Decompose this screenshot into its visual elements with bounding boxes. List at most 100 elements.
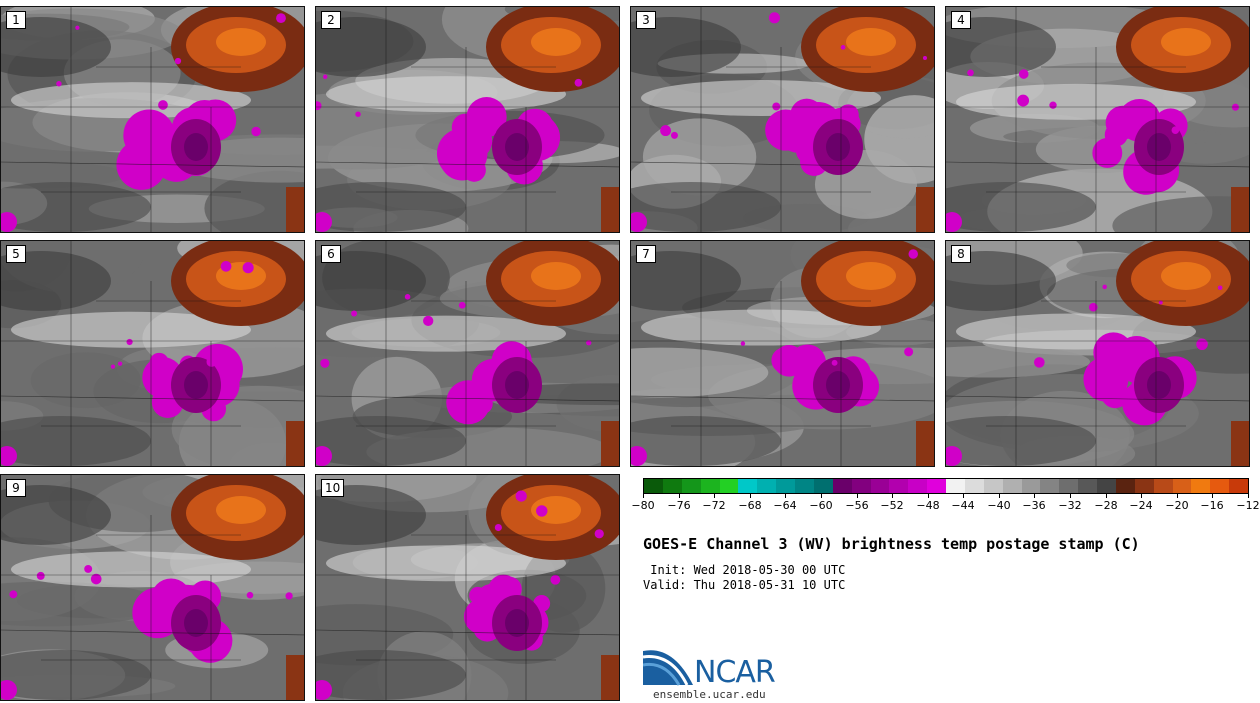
wv-imagery (316, 475, 619, 700)
panel-number-label: 6 (321, 245, 341, 263)
colorbar-tick-label: −12 (1236, 499, 1260, 512)
colorbar-tick-label: −16 (1200, 499, 1224, 512)
colorbar-tick (1248, 493, 1249, 498)
colorbar-tick (963, 493, 964, 498)
panel-number-label: 5 (6, 245, 26, 263)
colorbar-tick-label: −36 (1022, 499, 1046, 512)
colorbar-swatch (1002, 479, 1022, 493)
colorbar-tick-label: −60 (809, 499, 833, 512)
colorbar-swatch (1078, 479, 1097, 493)
stamp-panel-8[interactable]: 8 (945, 240, 1250, 467)
colorbar-tick (1177, 493, 1178, 498)
colorbar-swatch (681, 479, 701, 493)
colorbar-swatch (851, 479, 871, 493)
colorbar-swatch (1210, 479, 1230, 493)
colorbar-swatch (795, 479, 814, 493)
wv-imagery (1, 7, 304, 232)
valid-time: Valid: Thu 2018-05-31 10 UTC (643, 578, 846, 592)
colorbar-swatch (700, 479, 720, 493)
wv-imagery (1, 475, 304, 700)
panel-number-label: 7 (636, 245, 656, 263)
colorbar-tick (1106, 493, 1107, 498)
page-title: GOES-E Channel 3 (WV) brightness temp po… (643, 535, 1140, 553)
stamp-panel-4[interactable]: 4 (945, 6, 1250, 233)
colorbar-swatch (1229, 479, 1248, 493)
wv-imagery (946, 241, 1249, 466)
colorbar-tick-label: −40 (987, 499, 1011, 512)
colorbar-swatch (983, 479, 1003, 493)
init-time: Init: Wed 2018-05-30 00 UTC (643, 563, 846, 577)
colorbar-tick (892, 493, 893, 498)
colorbar-swatch (889, 479, 909, 493)
wv-imagery (316, 7, 619, 232)
colorbar-tick-label: −20 (1165, 499, 1189, 512)
colorbar-swatch (946, 479, 965, 493)
colorbar-tick (928, 493, 929, 498)
stamp-panel-10[interactable]: 10 (315, 474, 620, 701)
colorbar-swatch (1134, 479, 1154, 493)
colorbar-tick-label: −52 (880, 499, 904, 512)
colorbar-swatch (1115, 479, 1135, 493)
colorbar-tick-label: −32 (1058, 499, 1082, 512)
colorbar-tick-label: −76 (667, 499, 691, 512)
colorbar-swatch (719, 479, 739, 493)
colorbar-tick (714, 493, 715, 498)
colorbar-tick-label: −68 (738, 499, 762, 512)
wv-imagery (631, 7, 934, 232)
colorbar-tick (857, 493, 858, 498)
logo-url[interactable]: ensemble.ucar.edu (653, 688, 766, 701)
colorbar-swatch (1059, 479, 1079, 493)
colorbar-tick (1212, 493, 1213, 498)
logo-text: NCAR (694, 655, 776, 690)
stamp-panel-5[interactable]: 5 (0, 240, 305, 467)
colorbar-swatch (776, 479, 795, 493)
colorbar-swatch (908, 479, 928, 493)
colorbar-tick-label: −48 (916, 499, 940, 512)
colorbar-tick (1034, 493, 1035, 498)
colorbar-tick (785, 493, 786, 498)
panel-number-label: 1 (6, 11, 26, 29)
stamp-panel-9[interactable]: 9 (0, 474, 305, 701)
colorbar-swatch (870, 479, 890, 493)
colorbar-tick (821, 493, 822, 498)
colorbar-tick-label: −80 (631, 499, 655, 512)
colorbar-tick (643, 493, 644, 498)
colorbar-swatch (813, 479, 833, 493)
wv-imagery (1, 241, 304, 466)
colorbar-ticks: −80 −76 −72 −68 −64 −60 −56 −52 −48 −44 −40 −36 −32−… (631, 493, 1260, 513)
colorbar-tick-label: −64 (773, 499, 797, 512)
colorbar-swatch (1097, 479, 1116, 493)
stamp-panel-7[interactable]: 7 (630, 240, 935, 467)
colorbar-swatch (964, 479, 984, 493)
colorbar-tick (679, 493, 680, 498)
colorbar-swatch (1172, 479, 1192, 493)
panel-number-label: 2 (321, 11, 341, 29)
colorbar-tick-label: −72 (702, 499, 726, 512)
wv-imagery (631, 241, 934, 466)
ncar-logo-icon[interactable] (643, 645, 793, 690)
colorbar-tick-label: −28 (1094, 499, 1118, 512)
panel-number-label: 8 (951, 245, 971, 263)
panel-number-label: 4 (951, 11, 971, 29)
colorbar-swatch (738, 479, 758, 493)
stamp-panel-6[interactable]: 6 (315, 240, 620, 467)
colorbar-swatch (1153, 479, 1173, 493)
stamp-panel-1[interactable]: 1 (0, 6, 305, 233)
colorbar-tick (750, 493, 751, 498)
panel-number-label: 9 (6, 479, 26, 497)
stamp-panel-2[interactable]: 2 (315, 6, 620, 233)
panel-number-label: 10 (321, 479, 345, 497)
colorbar-swatch (1191, 479, 1211, 493)
colorbar-tick-label: −24 (1129, 499, 1153, 512)
colorbar-tick-label: −44 (951, 499, 975, 512)
colorbar-swatch (1040, 479, 1060, 493)
stamp-panel-3[interactable]: 3 (630, 6, 935, 233)
colorbar-swatch (662, 479, 682, 493)
colorbar-tick (1141, 493, 1142, 498)
colorbar-swatch (757, 479, 777, 493)
wv-imagery (316, 241, 619, 466)
colorbar-swatch (927, 479, 946, 493)
colorbar (643, 478, 1249, 494)
colorbar-swatch (644, 479, 663, 493)
colorbar-swatch (1021, 479, 1041, 493)
